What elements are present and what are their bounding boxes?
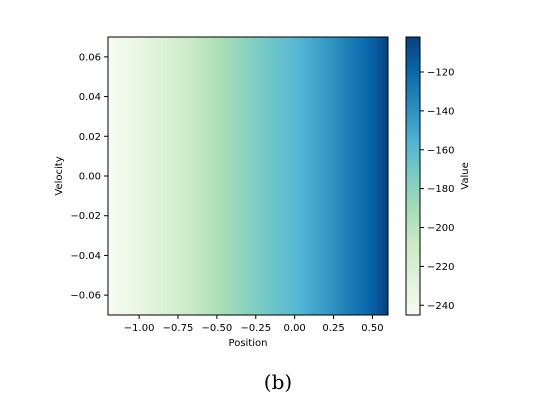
x-tick-label: 0.50	[361, 323, 383, 334]
y-tick-label: 0.06	[79, 52, 101, 63]
y-tick-label: −0.02	[70, 211, 101, 222]
colorbar-tick-label: −120	[427, 67, 454, 78]
colorbar-label: Value	[460, 162, 471, 189]
x-tick-label: 0.25	[322, 323, 344, 334]
y-tick-label: 0.00	[79, 172, 101, 183]
x-tick-label: 0.00	[284, 323, 306, 334]
x-tick-label: −0.75	[163, 323, 194, 334]
y-tick-label: −0.04	[70, 251, 101, 262]
y-axis-label: Velocity	[54, 156, 65, 195]
colorbar	[406, 37, 420, 315]
colorbar-frame	[405, 36, 421, 316]
y-tick-label: −0.06	[70, 291, 101, 302]
y-tick-label: 0.04	[79, 92, 101, 103]
colorbar-tick-label: −200	[427, 223, 454, 234]
x-tick-label: −1.00	[124, 323, 155, 334]
heatmap-image	[108, 37, 388, 315]
colorbar-tick-label: −160	[427, 145, 454, 156]
y-tick-label: 0.02	[79, 132, 101, 143]
figure-caption: (b)	[263, 370, 293, 394]
colorbar-tick-label: −180	[427, 184, 454, 195]
y-axis-ticks: 0.06 0.04 0.02 0.00 −0.02 −0.04 −0.06	[70, 52, 108, 302]
colorbar-ticks: −120 −140 −160 −180 −200 −220 −240	[420, 67, 454, 312]
x-tick-label: −0.25	[240, 323, 271, 334]
colorbar-tick-label: −220	[427, 262, 454, 273]
colorbar-tick-label: −240	[427, 301, 454, 312]
colorbar-tick-label: −140	[427, 106, 454, 117]
x-axis-ticks: −1.00 −0.75 −0.50 −0.25 0.00 0.25 0.50	[124, 315, 384, 334]
x-tick-label: −0.50	[202, 323, 233, 334]
x-axis-label: Position	[229, 338, 268, 349]
